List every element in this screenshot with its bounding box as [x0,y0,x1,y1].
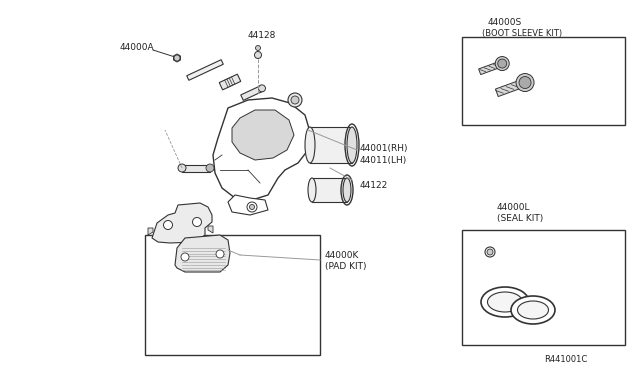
Polygon shape [187,60,223,80]
Circle shape [288,93,302,107]
Bar [462,230,625,345]
Bar [462,37,625,125]
Circle shape [206,164,214,172]
Polygon shape [479,61,501,74]
Circle shape [519,77,531,89]
Circle shape [216,250,224,258]
Text: (BOOT SLEEVE KIT): (BOOT SLEEVE KIT) [482,29,562,38]
Polygon shape [232,110,294,160]
Circle shape [498,59,507,68]
Text: R441001C: R441001C [544,356,588,365]
Ellipse shape [178,164,186,172]
Circle shape [485,247,495,257]
Bar [310,127,352,163]
Circle shape [250,205,255,209]
Ellipse shape [481,287,529,317]
Bar [312,178,347,202]
Polygon shape [213,98,310,200]
Circle shape [181,253,189,261]
Polygon shape [495,80,525,97]
Circle shape [174,55,180,61]
Text: (PAD KIT): (PAD KIT) [325,262,367,270]
Circle shape [255,51,262,58]
Text: 44000S: 44000S [488,17,522,26]
Ellipse shape [347,127,357,163]
Polygon shape [152,203,212,243]
Circle shape [291,96,299,104]
Ellipse shape [488,292,522,312]
Ellipse shape [308,178,316,202]
Polygon shape [148,228,153,235]
Polygon shape [173,54,180,62]
Circle shape [516,74,534,92]
Ellipse shape [343,178,351,202]
Polygon shape [228,195,268,215]
Ellipse shape [518,301,548,319]
Circle shape [495,57,509,71]
Polygon shape [208,226,213,233]
Ellipse shape [511,296,555,324]
Polygon shape [175,235,230,272]
Text: 44000A: 44000A [120,42,155,51]
Text: 44122: 44122 [360,180,388,189]
Polygon shape [220,74,241,90]
Ellipse shape [259,85,266,92]
Circle shape [255,45,260,51]
Text: 44128: 44128 [248,31,276,39]
Bar [145,235,320,355]
Text: 44000L: 44000L [497,202,531,212]
Text: 44011(LH): 44011(LH) [360,155,407,164]
Circle shape [487,249,493,255]
Text: 44001(RH): 44001(RH) [360,144,408,153]
Circle shape [247,202,257,212]
Circle shape [193,218,202,227]
Ellipse shape [305,127,315,163]
Polygon shape [241,86,263,100]
Text: (SEAL KIT): (SEAL KIT) [497,214,543,222]
Polygon shape [182,164,210,171]
Text: 44000K: 44000K [325,250,360,260]
Circle shape [163,221,173,230]
